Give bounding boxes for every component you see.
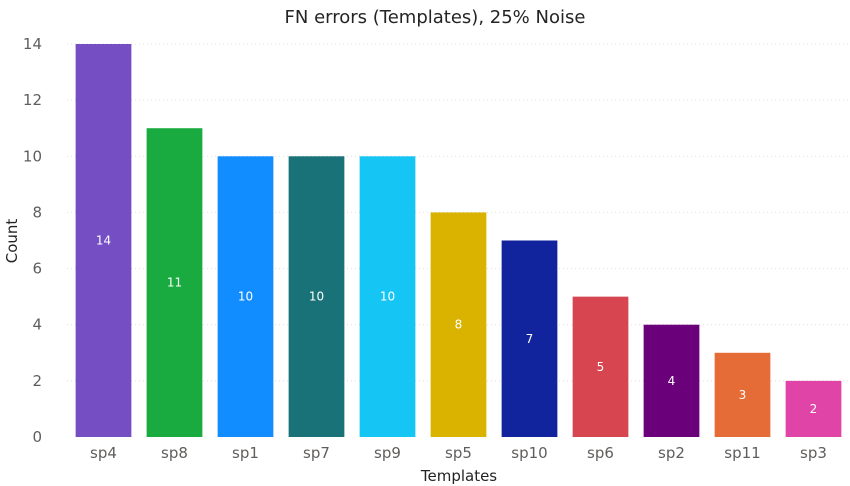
y-axis-title: Count bbox=[3, 219, 21, 264]
x-tick-label-sp9: sp9 bbox=[374, 444, 401, 462]
y-tick-label: 0 bbox=[32, 428, 42, 446]
y-tick-label: 14 bbox=[23, 35, 42, 53]
data-label-sp6: 5 bbox=[597, 360, 605, 374]
data-label-sp8: 11 bbox=[167, 276, 182, 290]
y-axis-ticks: 0 2 4 6 8 10 12 14 bbox=[23, 35, 42, 446]
x-tick-label-sp3: sp3 bbox=[800, 444, 827, 462]
data-label-sp9: 10 bbox=[380, 290, 395, 304]
bar-sp7[interactable] bbox=[288, 156, 345, 438]
x-tick-label-sp11: sp11 bbox=[724, 444, 760, 462]
data-label-sp7: 10 bbox=[309, 290, 324, 304]
y-tick-label: 4 bbox=[32, 316, 42, 334]
data-label-sp5: 8 bbox=[455, 318, 463, 332]
x-axis-title: Templates bbox=[420, 467, 497, 485]
data-label-sp11: 3 bbox=[739, 388, 747, 402]
y-tick-label: 12 bbox=[23, 91, 42, 109]
y-tick-label: 6 bbox=[32, 260, 42, 278]
chart-title: FN errors (Templates), 25% Noise bbox=[285, 7, 586, 28]
y-tick-label: 8 bbox=[32, 203, 42, 221]
x-tick-label-sp1: sp1 bbox=[232, 444, 259, 462]
data-label-sp10: 7 bbox=[526, 332, 534, 346]
data-label-sp3: 2 bbox=[810, 402, 818, 416]
bar-sp4[interactable] bbox=[75, 44, 132, 437]
x-tick-label-sp10: sp10 bbox=[511, 444, 547, 462]
bar-sp2[interactable] bbox=[643, 324, 700, 437]
x-tick-label-sp5: sp5 bbox=[445, 444, 472, 462]
x-tick-label-sp2: sp2 bbox=[658, 444, 685, 462]
bar-sp9[interactable] bbox=[359, 156, 416, 438]
x-tick-label-sp7: sp7 bbox=[303, 444, 330, 462]
bar-sp10[interactable] bbox=[501, 240, 558, 438]
bar-sp6[interactable] bbox=[572, 296, 629, 437]
x-tick-label-sp8: sp8 bbox=[161, 444, 188, 462]
bar-sp5[interactable] bbox=[430, 212, 487, 437]
data-label-sp2: 4 bbox=[668, 374, 676, 388]
x-tick-label-sp6: sp6 bbox=[587, 444, 614, 462]
y-tick-label: 2 bbox=[32, 372, 42, 390]
bar-sp11[interactable] bbox=[714, 352, 771, 437]
bars bbox=[75, 44, 842, 438]
bar-sp3[interactable] bbox=[785, 380, 842, 437]
x-tick-label-sp4: sp4 bbox=[90, 444, 117, 462]
y-tick-label: 10 bbox=[23, 147, 42, 165]
bar-sp1[interactable] bbox=[217, 156, 274, 438]
x-axis-ticks: sp4 sp8 sp1 sp7 sp9 sp5 sp10 sp6 sp2 sp11 sp3 bbox=[90, 444, 827, 462]
data-labels: 14 11 10 10 10 8 7 5 4 3 2 bbox=[96, 234, 817, 416]
data-label-sp4: 14 bbox=[96, 234, 111, 248]
data-label-sp1: 10 bbox=[238, 290, 253, 304]
bar-sp8[interactable] bbox=[146, 128, 203, 437]
